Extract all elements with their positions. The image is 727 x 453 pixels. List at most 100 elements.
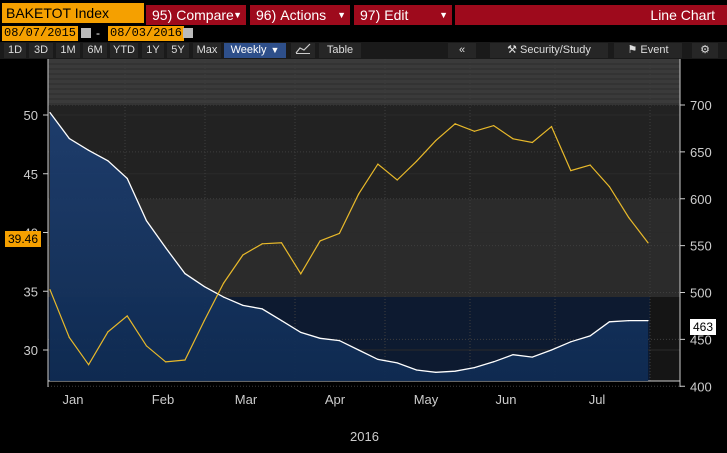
right-tick-label: 650: [690, 145, 712, 160]
right-series-point: [608, 185, 611, 188]
left-series-point: [223, 296, 225, 298]
right-series-point: [396, 179, 398, 181]
left-series-point: [87, 149, 90, 151]
frequency-dropdown[interactable]: Weekly ▼: [224, 43, 286, 58]
right-series-point: [435, 140, 437, 142]
event-button[interactable]: ⚑ Event: [614, 43, 682, 58]
table-button[interactable]: Table: [319, 43, 361, 58]
left-series-point: [473, 367, 475, 369]
start-calendar-icon[interactable]: [81, 28, 91, 38]
right-tick-label: 400: [690, 379, 712, 394]
left-tick-label: 30: [24, 343, 38, 358]
start-date-field[interactable]: 08/07/2015: [2, 26, 79, 41]
range-button[interactable]: 1D: [4, 43, 26, 58]
compare-button[interactable]: 95) Compare ▼: [146, 5, 246, 25]
range-button[interactable]: 3D: [29, 43, 53, 58]
right-series-point: [68, 336, 70, 339]
range-button[interactable]: 5Y: [167, 43, 189, 58]
edit-number: 97): [360, 7, 381, 23]
range-button[interactable]: 6M: [83, 43, 107, 58]
edit-button[interactable]: 97) Edit ▼: [354, 5, 452, 25]
left-series-point: [203, 285, 205, 288]
range-button[interactable]: 1Y: [142, 43, 164, 58]
line-chart-icon[interactable]: [291, 43, 315, 58]
collapse-left-icon[interactable]: «: [448, 43, 476, 58]
end-calendar-icon[interactable]: [183, 28, 193, 38]
x-tick-label: Jun: [496, 392, 517, 407]
right-series-point: [261, 243, 263, 245]
right-series-point: [531, 141, 533, 144]
left-series-point: [589, 335, 591, 337]
flag-icon: ⚑: [627, 44, 641, 56]
date-separator: -: [96, 26, 100, 40]
left-series-point: [145, 220, 148, 222]
left-series-point: [435, 371, 437, 373]
actions-button[interactable]: 96) Actions ▼: [250, 5, 350, 25]
left-tick-label: 35: [24, 284, 38, 299]
frequency-label: Weekly: [230, 44, 267, 56]
right-series-point: [647, 242, 649, 244]
right-series-point: [550, 125, 553, 128]
x-tick-label: Jan: [63, 392, 84, 407]
security-study-label: Security/Study: [520, 44, 591, 56]
left-series-point: [184, 273, 186, 275]
last-value-right: 463: [690, 319, 717, 336]
left-tick-label: 45: [24, 167, 38, 182]
right-series-point: [512, 138, 514, 140]
right-series-point: [184, 359, 186, 361]
x-tick-label: Feb: [152, 392, 174, 407]
left-series-point: [126, 177, 128, 180]
actions-caret-icon: ▼: [337, 10, 346, 20]
compare-caret-icon: ▼: [233, 10, 242, 20]
left-series-point: [319, 337, 321, 339]
right-tick-label: 500: [690, 286, 712, 301]
event-label: Event: [640, 44, 669, 56]
left-series-point: [68, 137, 70, 140]
x-tick-label: Mar: [235, 392, 258, 407]
right-series-point: [493, 125, 495, 127]
left-series-point: [396, 362, 398, 364]
right-tick-label: 700: [690, 98, 712, 113]
right-series-point: [203, 320, 205, 322]
security-study-button[interactable]: ⚒ Security/Study: [490, 43, 608, 58]
range-button[interactable]: Max: [193, 43, 221, 58]
left-series-point: [107, 160, 109, 162]
gear-icon[interactable]: ⚙: [692, 43, 718, 58]
actions-label: Actions: [280, 7, 327, 23]
x-tick-label: Jul: [589, 392, 606, 407]
left-series-point: [628, 320, 630, 322]
right-series-point: [628, 216, 630, 219]
ticker-field[interactable]: BAKETOT Index: [2, 3, 144, 23]
left-series-point: [415, 369, 418, 371]
left-series-point: [512, 354, 514, 356]
right-series-point: [300, 273, 302, 275]
left-series-point: [570, 341, 572, 343]
right-series-point: [589, 164, 591, 166]
left-series-point: [531, 356, 533, 358]
end-date-field[interactable]: 08/03/2016: [108, 26, 185, 41]
x-tick-label: May: [414, 392, 439, 407]
line-chart: 3035404550400450500550600650700JanFebMar…: [0, 59, 727, 448]
right-series-point: [319, 240, 321, 242]
left-series-point: [280, 320, 283, 322]
right-series-line: [49, 123, 649, 366]
right-tick-label: 450: [690, 332, 712, 347]
left-series-point: [49, 112, 51, 114]
right-series-point: [338, 232, 340, 235]
chart-type-bar: Line Chart: [455, 5, 727, 25]
right-series-point: [454, 123, 456, 125]
left-series-point: [165, 247, 167, 249]
right-series-point: [415, 160, 418, 162]
right-series-point: [107, 331, 109, 333]
last-value-left: 39.46: [5, 230, 42, 247]
range-button[interactable]: 1M: [56, 43, 80, 58]
left-series-point: [377, 358, 379, 360]
date-range-row: 08/07/2015 - 08/03/2016: [0, 26, 727, 42]
right-series-point: [165, 361, 167, 363]
left-series-point: [608, 321, 611, 323]
left-series-point: [493, 361, 495, 363]
range-button[interactable]: YTD: [110, 43, 138, 58]
left-series-point: [358, 349, 360, 351]
right-series-point: [87, 364, 90, 366]
right-tick-label: 550: [690, 239, 712, 254]
